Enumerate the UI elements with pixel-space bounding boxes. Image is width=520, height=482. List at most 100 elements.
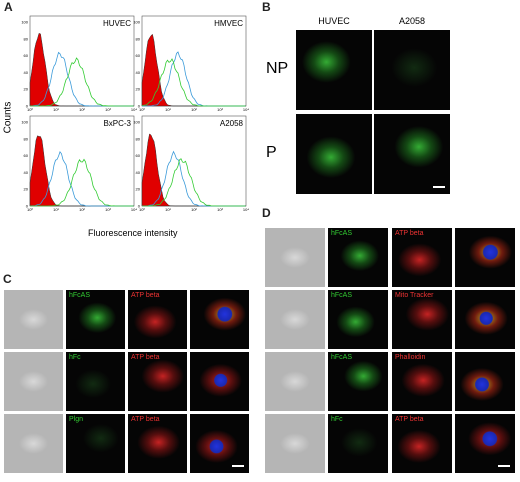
x-tick-label: 10² (191, 207, 197, 212)
channel-label: ATP beta (131, 416, 160, 423)
micrograph: hFcAS (66, 290, 125, 349)
channel-label: Phalloidin (395, 354, 426, 361)
micrograph (455, 414, 515, 473)
micrograph (374, 30, 450, 110)
micrograph: hFcAS (328, 290, 388, 349)
x-tick-label: 10⁴ (131, 207, 137, 212)
x-tick-label: 10⁰ (139, 207, 145, 212)
green-histogram (141, 58, 246, 107)
channel-label: hFcAS (69, 292, 91, 299)
x-tick-label: 10⁴ (131, 107, 137, 112)
micrograph: hFcAS (328, 352, 388, 411)
micrograph: hFc (328, 414, 388, 473)
channel-label: ATP beta (395, 416, 424, 423)
histogram-panel: HUVEC 0 20 40 60 80 100 10⁰ 10¹ 10² 10³ 10⁴ HMVEC 0 20… (21, 15, 249, 212)
micrograph: ATP beta (128, 290, 187, 349)
y-tick-label: 80 (24, 36, 29, 41)
x-tick-label: 10⁰ (27, 107, 33, 112)
y-tick-label: 60 (24, 53, 29, 58)
micrograph (190, 414, 249, 473)
row-label: NP (266, 60, 289, 77)
micrograph (455, 290, 515, 349)
micrograph (296, 30, 372, 110)
channel-label: hFcAS (331, 354, 353, 361)
channel-label: hFc (331, 416, 343, 423)
x-axis-label: Fluorescence intensity (88, 228, 178, 238)
micrograph: Mito Tracker (392, 290, 452, 349)
x-tick-label: 10³ (217, 107, 223, 112)
channel-label: ATP beta (131, 292, 160, 299)
row-label: P (266, 144, 277, 161)
micrograph (265, 352, 325, 411)
y-tick-label: 60 (24, 153, 29, 158)
micrograph: Phalloidin (392, 352, 452, 411)
micrograph (4, 352, 63, 411)
x-tick-label: 10⁴ (243, 107, 249, 112)
y-tick-label: 0 (26, 204, 29, 209)
panel-label: B (262, 0, 271, 14)
x-tick-label: 10¹ (165, 207, 171, 212)
x-tick-label: 10² (191, 107, 197, 112)
x-tick-label: 10¹ (165, 107, 171, 112)
y-tick-label: 60 (136, 53, 141, 58)
scale-bar (498, 465, 510, 467)
y-tick-label: 20 (136, 87, 141, 92)
scale-bar (433, 186, 445, 188)
y-tick-label: 40 (136, 70, 141, 75)
x-tick-label: 10⁰ (139, 107, 145, 112)
micrograph (265, 228, 325, 287)
micrograph: ATP beta (392, 228, 452, 287)
micrograph (455, 352, 515, 411)
y-tick-label: 80 (24, 136, 29, 141)
x-tick-label: 10³ (105, 107, 111, 112)
y-tick-label: 40 (136, 170, 141, 175)
y-tick-label: 20 (24, 87, 29, 92)
x-tick-label: 10¹ (53, 207, 59, 212)
channel-label: Mito Tracker (395, 292, 434, 299)
x-tick-label: 10² (79, 107, 85, 112)
column-header: A2058 (398, 16, 426, 26)
channel-label: Plgn (69, 416, 84, 423)
x-tick-label: 10³ (105, 207, 111, 212)
channel-label: ATP beta (131, 354, 160, 361)
y-tick-label: 0 (138, 104, 141, 109)
y-tick-label: 40 (24, 70, 29, 75)
green-histogram (29, 57, 134, 107)
y-tick-label: 0 (138, 204, 141, 209)
y-tick-label: 60 (136, 153, 141, 158)
channel-label: hFcAS (331, 292, 353, 299)
micrograph (265, 290, 325, 349)
panel-label: D (262, 206, 271, 220)
y-tick-label: 0 (26, 104, 29, 109)
x-tick-label: 10³ (217, 207, 223, 212)
micrograph: ATP beta (128, 352, 187, 411)
green-histogram (30, 158, 134, 207)
y-tick-label: 100 (133, 20, 140, 25)
isotype-fill (141, 33, 246, 107)
x-tick-label: 10² (79, 207, 85, 212)
micrograph (190, 352, 249, 411)
plot-title: A2058 (220, 119, 244, 128)
x-tick-label: 10¹ (53, 107, 59, 112)
panel-label: A (4, 0, 13, 14)
micrograph (455, 228, 515, 287)
isotype-fill (141, 133, 246, 207)
micrograph: hFcAS (328, 228, 388, 287)
channel-label: hFcAS (331, 230, 353, 237)
y-tick-label: 100 (21, 120, 28, 125)
micrograph (265, 414, 325, 473)
y-tick-label: 20 (136, 187, 141, 192)
y-tick-label: 100 (133, 120, 140, 125)
channel-label: hFc (69, 354, 81, 361)
y-tick-label: 80 (136, 36, 141, 41)
micrograph (374, 114, 450, 194)
micrograph (4, 290, 63, 349)
channel-label: ATP beta (395, 230, 424, 237)
micrograph (296, 114, 372, 194)
y-tick-label: 40 (24, 170, 29, 175)
micrograph (4, 414, 63, 473)
y-tick-label: 20 (24, 187, 29, 192)
micrograph: ATP beta (392, 414, 452, 473)
micrograph: Plgn (66, 414, 125, 473)
